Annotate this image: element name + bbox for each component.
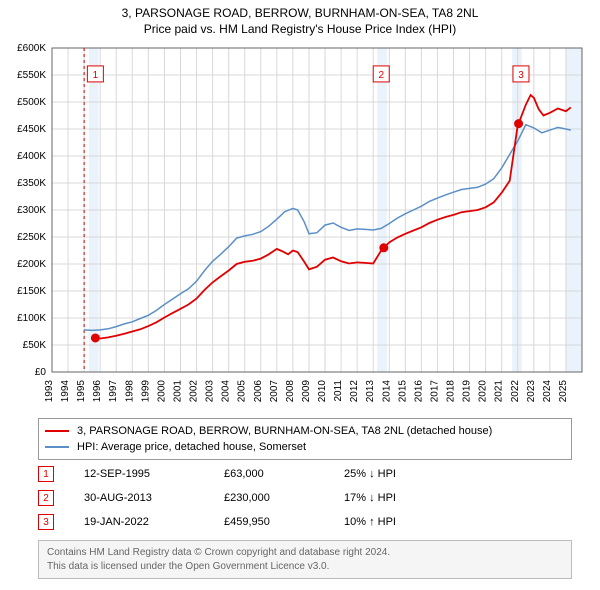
svg-text:2019: 2019: [462, 380, 473, 403]
legend-swatch-series1: [45, 430, 69, 432]
svg-text:2012: 2012: [349, 380, 360, 403]
sale-price: £63,000: [224, 468, 344, 480]
sale-marker-num: 2: [43, 493, 49, 504]
sale-marker-num: 1: [43, 469, 49, 480]
svg-text:1993: 1993: [44, 380, 55, 403]
chart-container: 3, PARSONAGE ROAD, BERROW, BURNHAM-ON-SE…: [0, 0, 600, 590]
svg-text:£400K: £400K: [17, 151, 46, 162]
svg-text:3: 3: [518, 70, 524, 81]
svg-text:1997: 1997: [108, 380, 119, 403]
svg-text:£500K: £500K: [17, 97, 46, 108]
chart-area: £0 £50K £100K £150K £200K £250K £300K £350K £400…: [0, 42, 600, 410]
svg-text:£0: £0: [35, 367, 47, 378]
svg-text:£50K: £50K: [23, 340, 47, 351]
svg-text:£200K: £200K: [17, 259, 46, 270]
footer-line: This data is licensed under the Open Gov…: [47, 560, 563, 574]
svg-text:1998: 1998: [124, 380, 135, 403]
svg-text:2010: 2010: [317, 380, 328, 403]
svg-text:2009: 2009: [301, 380, 312, 403]
sale-price: £459,950: [224, 516, 344, 528]
svg-text:£250K: £250K: [17, 232, 46, 243]
sale-price: £230,000: [224, 492, 344, 504]
svg-text:2020: 2020: [478, 380, 489, 403]
svg-text:2006: 2006: [253, 380, 264, 403]
svg-text:£100K: £100K: [17, 313, 46, 324]
chart-svg: £0 £50K £100K £150K £200K £250K £300K £350K £400…: [0, 42, 600, 410]
sale-marker-icon: 3: [38, 514, 54, 530]
svg-text:2021: 2021: [494, 380, 505, 403]
svg-text:2015: 2015: [397, 380, 408, 403]
svg-text:2024: 2024: [542, 380, 553, 403]
legend-row: 3, PARSONAGE ROAD, BERROW, BURNHAM-ON-SE…: [45, 423, 565, 439]
legend-row: HPI: Average price, detached house, Some…: [45, 439, 565, 455]
svg-text:2000: 2000: [156, 380, 167, 403]
svg-text:2: 2: [378, 70, 384, 81]
chart-subtitle: Price paid vs. HM Land Registry's House …: [0, 20, 600, 40]
legend-swatch-series2: [45, 446, 69, 448]
svg-text:2004: 2004: [221, 380, 232, 403]
svg-text:£150K: £150K: [17, 286, 46, 297]
legend-label: HPI: Average price, detached house, Some…: [77, 441, 306, 453]
footer-line: Contains HM Land Registry data © Crown c…: [47, 546, 563, 560]
svg-text:2016: 2016: [413, 380, 424, 403]
svg-text:2001: 2001: [172, 380, 183, 403]
attribution-footer: Contains HM Land Registry data © Crown c…: [38, 540, 572, 579]
svg-text:2025: 2025: [558, 380, 569, 403]
svg-text:2022: 2022: [510, 380, 521, 403]
svg-text:£600K: £600K: [17, 43, 46, 54]
svg-text:£450K: £450K: [17, 124, 46, 135]
sales-row: 2 30-AUG-2013 £230,000 17% ↓ HPI: [38, 486, 464, 510]
sale-date: 19-JAN-2022: [84, 516, 224, 528]
svg-text:2003: 2003: [205, 380, 216, 403]
svg-text:2018: 2018: [446, 380, 457, 403]
svg-text:1994: 1994: [60, 380, 71, 403]
svg-text:1995: 1995: [76, 380, 87, 403]
sale-date: 30-AUG-2013: [84, 492, 224, 504]
legend: 3, PARSONAGE ROAD, BERROW, BURNHAM-ON-SE…: [38, 418, 572, 460]
sale-diff: 25% ↓ HPI: [344, 468, 464, 480]
svg-text:£300K: £300K: [17, 205, 46, 216]
svg-text:2011: 2011: [333, 380, 344, 402]
sale-marker-icon: 2: [38, 490, 54, 506]
sales-row: 3 19-JAN-2022 £459,950 10% ↑ HPI: [38, 510, 464, 534]
svg-text:2013: 2013: [365, 380, 376, 403]
svg-text:2002: 2002: [189, 380, 200, 403]
svg-text:2005: 2005: [237, 380, 248, 403]
sale-diff: 10% ↑ HPI: [344, 516, 464, 528]
legend-label: 3, PARSONAGE ROAD, BERROW, BURNHAM-ON-SE…: [77, 425, 492, 437]
sale-marker-icon: 1: [38, 466, 54, 482]
svg-text:1: 1: [93, 70, 99, 81]
svg-text:2007: 2007: [269, 380, 280, 403]
sales-table: 1 12-SEP-1995 £63,000 25% ↓ HPI 2 30-AUG…: [38, 462, 464, 534]
svg-text:£550K: £550K: [17, 70, 46, 81]
svg-text:2014: 2014: [381, 380, 392, 403]
chart-title: 3, PARSONAGE ROAD, BERROW, BURNHAM-ON-SE…: [0, 0, 600, 20]
svg-text:£350K: £350K: [17, 178, 46, 189]
svg-text:2008: 2008: [285, 380, 296, 403]
sale-diff: 17% ↓ HPI: [344, 492, 464, 504]
sale-marker-num: 3: [43, 517, 49, 528]
svg-text:2023: 2023: [526, 380, 537, 403]
sale-date: 12-SEP-1995: [84, 468, 224, 480]
svg-text:1999: 1999: [140, 380, 151, 403]
sales-row: 1 12-SEP-1995 £63,000 25% ↓ HPI: [38, 462, 464, 486]
svg-text:2017: 2017: [429, 380, 440, 403]
svg-text:1996: 1996: [92, 380, 103, 403]
